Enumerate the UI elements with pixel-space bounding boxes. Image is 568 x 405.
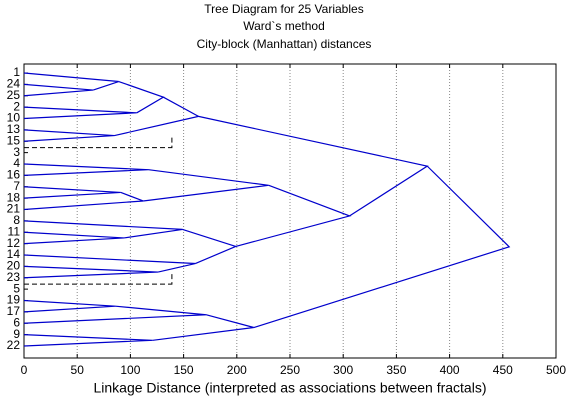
x-tick-label: 300 xyxy=(333,363,353,377)
leaf-label: 20 xyxy=(7,259,21,273)
x-tick-label: 250 xyxy=(280,363,300,377)
leaf-label: 24 xyxy=(7,77,21,91)
tree-link xyxy=(23,220,183,239)
tree-link xyxy=(23,334,153,347)
tree-link xyxy=(235,184,352,248)
x-tick-label: 450 xyxy=(493,363,513,377)
leaf-label: 16 xyxy=(7,168,21,182)
dashed-link xyxy=(24,137,173,149)
tree-link xyxy=(253,165,511,329)
tree-link xyxy=(23,129,115,142)
tree-link xyxy=(23,191,144,211)
tree-link xyxy=(152,314,254,341)
leaf-label: 14 xyxy=(7,247,21,261)
x-tick-label: 50 xyxy=(71,363,85,377)
leaf-label: 18 xyxy=(7,190,21,204)
leaf-label: 21 xyxy=(7,202,21,216)
tree-link xyxy=(118,80,165,114)
leaf-label: 12 xyxy=(7,236,21,250)
tree-link xyxy=(23,83,94,97)
tree-link xyxy=(23,299,116,313)
leaf-label: 7 xyxy=(13,179,20,193)
tree-link xyxy=(23,72,119,91)
leaf-label: 9 xyxy=(13,327,20,341)
chart-subtitle: City-block (Manhattan) distances xyxy=(197,37,372,51)
tree-link xyxy=(23,163,149,176)
x-tick-label: 500 xyxy=(546,363,566,377)
tree-link xyxy=(114,96,201,137)
leaf-label: 3 xyxy=(13,145,20,159)
tree-link xyxy=(23,231,125,245)
leaf-label: 2 xyxy=(13,99,20,113)
leaf-label: 13 xyxy=(7,122,21,136)
leaf-label: 22 xyxy=(7,338,21,352)
x-tick-label: 400 xyxy=(440,363,460,377)
x-tick-label: 100 xyxy=(120,363,140,377)
leaf-label: 23 xyxy=(7,270,21,284)
leaf-label: 15 xyxy=(7,133,21,147)
leaf-label: 17 xyxy=(7,304,21,318)
tree-link xyxy=(23,305,207,324)
x-tick-label: 350 xyxy=(386,363,406,377)
leaf-label: 8 xyxy=(13,213,20,227)
x-axis-title: Linkage Distance (interpreted as associa… xyxy=(94,380,487,396)
chart-title: Tree Diagram for 25 Variables xyxy=(204,2,363,16)
tree-link xyxy=(198,115,429,217)
tree-link xyxy=(143,169,269,202)
leaf-label: 10 xyxy=(7,111,21,125)
leaf-label: 6 xyxy=(13,315,20,329)
x-tick-label: 0 xyxy=(21,363,28,377)
leaf-label: 11 xyxy=(8,224,21,238)
tree-link xyxy=(23,106,137,120)
tree-link xyxy=(23,186,121,199)
x-tick-label: 150 xyxy=(174,363,194,377)
tree-link xyxy=(182,228,238,265)
leaf-label: 4 xyxy=(13,156,20,170)
x-tick-label: 200 xyxy=(227,363,247,377)
leaf-label: 25 xyxy=(7,88,21,102)
leaf-label: 1 xyxy=(13,65,20,79)
dashed-link xyxy=(24,274,173,285)
chart-subtitle: Ward`s method xyxy=(243,19,325,33)
leaf-label: 5 xyxy=(13,281,20,295)
tree-link xyxy=(23,265,159,279)
leaf-label: 19 xyxy=(7,293,21,307)
